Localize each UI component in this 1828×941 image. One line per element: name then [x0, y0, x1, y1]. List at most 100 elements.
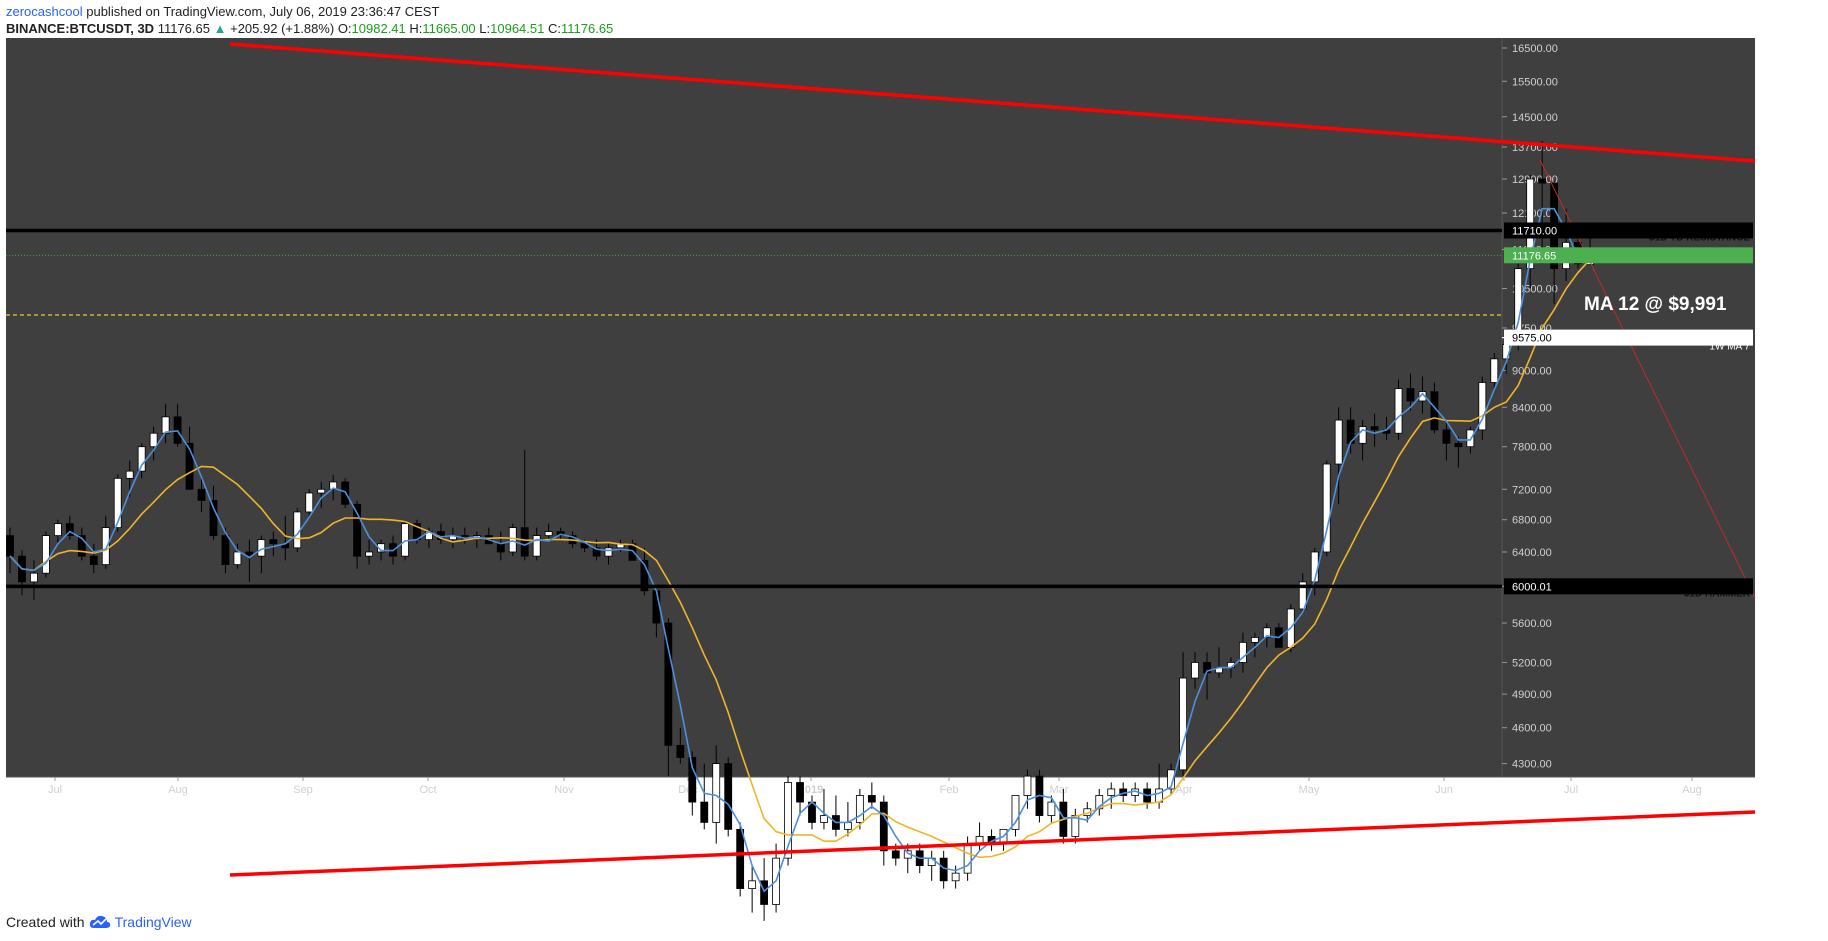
bear-candle[interactable]: [939, 857, 948, 882]
bear-candle[interactable]: [353, 503, 362, 557]
bear-candle[interactable]: [77, 535, 86, 557]
bear-candle[interactable]: [700, 801, 709, 823]
bull-candle[interactable]: [137, 446, 146, 472]
tradingview-link[interactable]: TradingView: [114, 914, 192, 930]
bear-candle[interactable]: [1406, 388, 1415, 402]
bull-candle[interactable]: [1262, 627, 1271, 638]
bear-candle[interactable]: [879, 801, 888, 852]
bear-candle[interactable]: [628, 543, 637, 561]
bull-candle[interactable]: [377, 543, 385, 553]
bear-candle[interactable]: [65, 523, 74, 537]
bear-candle[interactable]: [760, 880, 769, 905]
bull-candle[interactable]: [1011, 795, 1020, 830]
bear-candle[interactable]: [867, 795, 876, 803]
bull-candle[interactable]: [317, 488, 326, 494]
bull-candle[interactable]: [233, 551, 242, 565]
bull-candle[interactable]: [149, 432, 158, 448]
bull-candle[interactable]: [1179, 677, 1187, 771]
bear-candle[interactable]: [520, 527, 529, 557]
bull-candle[interactable]: [1334, 419, 1343, 465]
bull-candle[interactable]: [951, 872, 960, 882]
price-tick-label: 12900.00: [1512, 174, 1558, 186]
bull-candle[interactable]: [401, 523, 409, 557]
bull-candle[interactable]: [1490, 358, 1499, 383]
bear-candle[interactable]: [269, 539, 278, 545]
bull-candle[interactable]: [125, 470, 134, 479]
price-tick-label: 6800.00: [1512, 515, 1552, 527]
weekly-ma-level-label: 1W MA 7: [1709, 342, 1750, 353]
bull-candle[interactable]: [963, 843, 972, 874]
bull-candle[interactable]: [532, 535, 541, 557]
bull-candle[interactable]: [1478, 382, 1487, 431]
bull-candle[interactable]: [1298, 581, 1307, 610]
ma12-annotation: MA 12 @ $9,991: [1584, 294, 1727, 315]
bear-candle[interactable]: [724, 763, 733, 830]
bear-candle[interactable]: [640, 559, 649, 592]
bear-candle[interactable]: [185, 442, 194, 490]
bull-candle[interactable]: [1394, 388, 1403, 434]
low-label: L:: [479, 21, 491, 36]
bear-candle[interactable]: [89, 555, 98, 565]
bear-candle[interactable]: [1370, 426, 1379, 431]
bull-candle[interactable]: [161, 416, 170, 434]
change-arrow-icon: ▲: [213, 21, 227, 36]
bear-candle[interactable]: [1442, 429, 1451, 444]
bull-candle[interactable]: [305, 492, 314, 513]
time-tick-label: Nov: [554, 784, 574, 796]
bull-candle[interactable]: [748, 880, 757, 889]
bull-candle[interactable]: [113, 477, 122, 528]
bull-candle[interactable]: [1191, 662, 1199, 679]
bull-candle[interactable]: [820, 815, 828, 823]
bull-candle[interactable]: [1167, 769, 1175, 790]
bull-candle[interactable]: [1358, 426, 1367, 444]
bull-candle[interactable]: [1239, 641, 1247, 663]
bull-candle[interactable]: [784, 782, 792, 859]
bear-candle[interactable]: [580, 543, 589, 549]
open-label: O:: [337, 21, 352, 36]
bear-candle[interactable]: [496, 543, 505, 553]
price-tick-label: 7800.00: [1512, 442, 1552, 454]
bull-candle[interactable]: [1047, 801, 1056, 816]
bull-candle[interactable]: [544, 531, 553, 537]
bear-candle[interactable]: [1454, 442, 1463, 448]
bull-candle[interactable]: [1023, 775, 1032, 796]
bull-candle[interactable]: [1250, 637, 1259, 643]
close-label: C:: [548, 21, 561, 36]
bull-candle[interactable]: [1418, 391, 1427, 402]
bull-candle[interactable]: [604, 547, 613, 557]
bear-candle[interactable]: [676, 744, 685, 758]
bull-candle[interactable]: [42, 535, 50, 574]
footer: Created with TradingView: [6, 914, 192, 930]
bull-candle[interactable]: [30, 572, 38, 583]
plot-background[interactable]: [6, 38, 1755, 777]
bear-candle[interactable]: [173, 416, 182, 444]
bear-candle[interactable]: [664, 622, 673, 746]
bull-candle[interactable]: [365, 551, 374, 557]
bear-candle[interactable]: [688, 757, 697, 803]
bull-candle[interactable]: [508, 527, 517, 553]
bull-candle[interactable]: [1322, 463, 1331, 553]
upper-trendline[interactable]: [229, 42, 1756, 163]
bull-candle[interactable]: [101, 527, 110, 565]
bear-candle[interactable]: [891, 850, 900, 859]
bull-candle[interactable]: [712, 763, 721, 823]
author-link[interactable]: zerocashcool: [6, 4, 83, 19]
bear-candle[interactable]: [736, 828, 745, 889]
bull-candle[interactable]: [53, 523, 62, 537]
bear-candle[interactable]: [796, 782, 804, 803]
bear-candle[interactable]: [592, 547, 601, 557]
bear-candle[interactable]: [1538, 178, 1547, 184]
bull-candle[interactable]: [1107, 788, 1116, 796]
bear-candle[interactable]: [245, 551, 254, 557]
bull-candle[interactable]: [329, 481, 338, 490]
bear-candle[interactable]: [197, 488, 206, 501]
bull-candle[interactable]: [844, 822, 852, 830]
lower-trendline[interactable]: [229, 810, 1756, 877]
bear-candle[interactable]: [221, 535, 230, 565]
bear-candle[interactable]: [209, 500, 218, 537]
bear-candle[interactable]: [6, 535, 14, 557]
bull-candle[interactable]: [855, 795, 864, 823]
time-tick-label: 2019: [799, 784, 823, 796]
bear-candle[interactable]: [652, 590, 661, 624]
